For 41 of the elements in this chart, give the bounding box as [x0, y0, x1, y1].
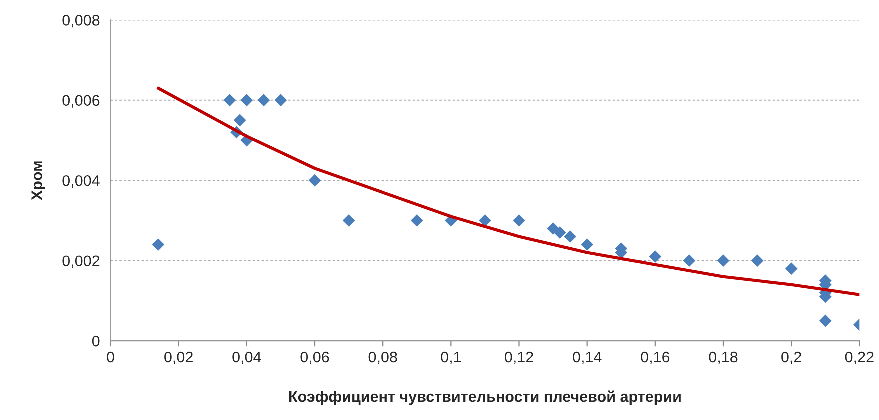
- point: [258, 94, 270, 107]
- x-tick-label: 0,14: [573, 352, 602, 364]
- x-tick-label: 0,02: [164, 352, 193, 364]
- point: [717, 254, 730, 268]
- point: [410, 214, 424, 227]
- y-tick-label: 0,004: [62, 175, 100, 188]
- x-tick-label: 0,06: [300, 352, 330, 364]
- point: [554, 226, 566, 239]
- x-axis-title: Коэффициент чувствительности плечевой артерии: [289, 390, 681, 406]
- y-axis-title: Хром: [32, 162, 46, 200]
- y-tick-label: 0,002: [62, 256, 100, 268]
- point: [649, 250, 662, 264]
- point: [342, 214, 356, 227]
- x-tick-label: 0,12: [504, 352, 534, 364]
- x-tick-label: 0,22: [845, 352, 874, 364]
- point: [152, 238, 165, 251]
- point: [308, 174, 322, 187]
- x-tick-label: 0,2: [782, 352, 802, 364]
- line-series: [156, 86, 860, 296]
- point: [785, 262, 798, 276]
- point: [581, 238, 594, 251]
- point: [478, 214, 492, 227]
- point: [751, 254, 764, 268]
- y-tick-label: 0,006: [62, 95, 100, 108]
- point: [683, 254, 696, 268]
- x-tick-label: 0,04: [232, 352, 262, 364]
- y-tick-label: 0,008: [62, 15, 100, 28]
- x-tick-label: 0: [107, 352, 114, 363]
- point: [234, 114, 246, 127]
- point: [819, 314, 832, 328]
- point: [240, 94, 254, 107]
- x-tick-label: 0,16: [641, 352, 670, 364]
- point: [513, 214, 526, 227]
- x-tick-label: 0,1: [441, 352, 462, 364]
- y-tick-label: 0: [92, 336, 100, 347]
- point: [274, 94, 288, 107]
- point: [224, 94, 236, 107]
- x-tick-label: 0,18: [709, 352, 738, 364]
- point: [547, 222, 560, 235]
- x-tick-label: 0,08: [368, 352, 398, 364]
- point: [564, 230, 577, 243]
